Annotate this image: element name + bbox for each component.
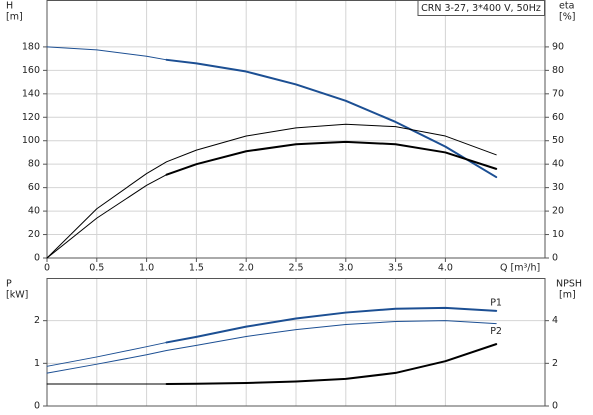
y-axis-label: P: [6, 279, 12, 290]
y-tick-label: 60: [28, 182, 40, 193]
plot-layer: 0 0.5 1.0 1.5 2.0 2.5 3.0 3.5 4.0020406080100120…: [22, 0, 564, 412]
y-tick-label: 80: [28, 159, 40, 170]
y2-axis-label: NPSH: [556, 279, 582, 290]
y2-tick-label: 60: [552, 112, 564, 123]
y2-tick-label: 50: [552, 135, 564, 146]
chart-title: CRN 3-27, 3*400 V, 50Hz: [421, 3, 541, 14]
x-tick-label: 2.0: [239, 263, 254, 274]
y-tick-label: 140: [22, 88, 40, 99]
x-tick-label: 1.5: [189, 263, 204, 274]
x-tick-label: 0.5: [89, 263, 104, 274]
x-tick-label: 2.5: [288, 263, 303, 274]
x-tick-label: 0: [44, 263, 50, 274]
y2-tick-label: 90: [552, 41, 564, 52]
y-tick-label: 160: [22, 65, 40, 76]
y-axis-unit: [kW]: [6, 290, 28, 301]
y2-tick-label: 80: [552, 65, 564, 76]
y-axis-unit: [m]: [6, 12, 23, 23]
curve: [165, 343, 498, 386]
series-label: P2: [490, 326, 502, 337]
y2-tick-label: 0: [552, 401, 558, 412]
y-tick-label: 120: [22, 112, 40, 123]
y-tick-label: 180: [22, 41, 40, 52]
curve: [46, 320, 497, 374]
y2-axis-unit: [m]: [559, 290, 576, 301]
y2-axis-label: eta: [559, 1, 574, 12]
title-box: [417, 0, 545, 16]
y-tick-label: 20: [28, 229, 40, 240]
x-axis-label: Q [m³/h]: [500, 263, 540, 274]
y2-tick-label: 2: [552, 358, 558, 369]
series-label: P1: [490, 297, 502, 308]
y2-tick-label: 0: [552, 253, 558, 264]
y2-tick-label: 4: [552, 315, 558, 326]
curve: [46, 174, 168, 259]
curve: [46, 46, 168, 61]
y2-tick-label: 20: [552, 206, 564, 217]
x-tick-label: 3.5: [388, 263, 403, 274]
y-tick-label: 100: [22, 135, 40, 146]
y-tick-label: 2: [34, 315, 40, 326]
plot-frame: [46, 278, 546, 407]
curve: [165, 306, 498, 344]
y2-tick-label: 30: [552, 182, 564, 193]
y-tick-label: 0: [34, 401, 40, 412]
x-tick-label: 4.0: [438, 263, 453, 274]
y-axis-label: H: [6, 1, 13, 12]
y2-tick-label: 70: [552, 88, 564, 99]
y2-axis-unit: [%]: [559, 12, 575, 23]
y-tick-label: 1: [34, 358, 40, 369]
curve: [165, 140, 498, 176]
curve: [46, 341, 168, 367]
y2-tick-label: 10: [552, 229, 564, 240]
y2-tick-label: 40: [552, 159, 564, 170]
curve: [46, 123, 497, 259]
y-tick-label: 0: [34, 253, 40, 264]
y-tick-label: 40: [28, 206, 40, 217]
x-tick-label: 1.0: [139, 263, 154, 274]
curve: [165, 58, 498, 179]
x-tick-label: 3.0: [338, 263, 353, 274]
